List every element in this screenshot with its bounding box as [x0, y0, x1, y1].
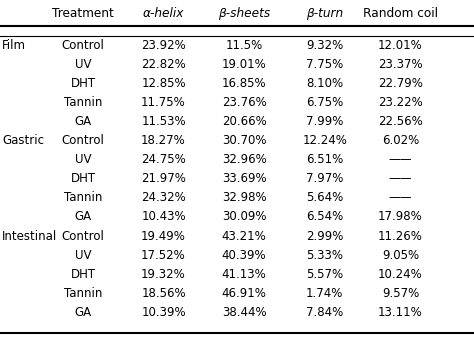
- Text: Treatment: Treatment: [52, 7, 114, 20]
- Text: 7.97%: 7.97%: [306, 172, 343, 185]
- Text: 11.26%: 11.26%: [378, 230, 423, 243]
- Text: 33.69%: 33.69%: [222, 172, 266, 185]
- Text: Tannin: Tannin: [64, 287, 102, 300]
- Text: 5.64%: 5.64%: [306, 191, 343, 204]
- Text: 9.32%: 9.32%: [306, 39, 343, 51]
- Text: ——: ——: [389, 153, 412, 166]
- Text: α-helix: α-helix: [143, 7, 184, 20]
- Text: 11.53%: 11.53%: [141, 115, 186, 128]
- Text: 10.24%: 10.24%: [378, 268, 423, 281]
- Text: UV: UV: [75, 58, 91, 71]
- Text: 43.21%: 43.21%: [222, 230, 266, 243]
- Text: 23.76%: 23.76%: [222, 96, 266, 109]
- Text: DHT: DHT: [70, 268, 96, 281]
- Text: 23.92%: 23.92%: [141, 39, 186, 51]
- Text: 19.49%: 19.49%: [141, 230, 186, 243]
- Text: 12.85%: 12.85%: [141, 77, 186, 90]
- Text: 7.99%: 7.99%: [306, 115, 343, 128]
- Text: 13.11%: 13.11%: [378, 306, 423, 319]
- Text: 6.51%: 6.51%: [306, 153, 343, 166]
- Text: 18.56%: 18.56%: [141, 287, 186, 300]
- Text: GA: GA: [74, 210, 91, 223]
- Text: 12.24%: 12.24%: [302, 134, 347, 147]
- Text: Control: Control: [62, 134, 104, 147]
- Text: 18.27%: 18.27%: [141, 134, 186, 147]
- Text: UV: UV: [75, 153, 91, 166]
- Text: 23.37%: 23.37%: [378, 58, 423, 71]
- Text: Random coil: Random coil: [363, 7, 438, 20]
- Text: 19.01%: 19.01%: [222, 58, 266, 71]
- Text: 20.66%: 20.66%: [222, 115, 266, 128]
- Text: 22.79%: 22.79%: [378, 77, 423, 90]
- Text: 46.91%: 46.91%: [222, 287, 266, 300]
- Text: Intestinal: Intestinal: [2, 230, 58, 243]
- Text: 30.70%: 30.70%: [222, 134, 266, 147]
- Text: GA: GA: [74, 115, 91, 128]
- Text: Control: Control: [62, 230, 104, 243]
- Text: DHT: DHT: [70, 172, 96, 185]
- Text: 32.98%: 32.98%: [222, 191, 266, 204]
- Text: 6.75%: 6.75%: [306, 96, 343, 109]
- Text: 24.75%: 24.75%: [141, 153, 186, 166]
- Text: Control: Control: [62, 39, 104, 51]
- Text: GA: GA: [74, 306, 91, 319]
- Text: 8.10%: 8.10%: [306, 77, 343, 90]
- Text: 6.02%: 6.02%: [382, 134, 419, 147]
- Text: 16.85%: 16.85%: [222, 77, 266, 90]
- Text: 30.09%: 30.09%: [222, 210, 266, 223]
- Text: ——: ——: [389, 172, 412, 185]
- Text: 6.54%: 6.54%: [306, 210, 343, 223]
- Text: 1.74%: 1.74%: [306, 287, 343, 300]
- Text: 22.82%: 22.82%: [141, 58, 186, 71]
- Text: Tannin: Tannin: [64, 96, 102, 109]
- Text: 19.32%: 19.32%: [141, 268, 186, 281]
- Text: β-turn: β-turn: [306, 7, 343, 20]
- Text: 5.57%: 5.57%: [306, 268, 343, 281]
- Text: 41.13%: 41.13%: [222, 268, 266, 281]
- Text: 2.99%: 2.99%: [306, 230, 343, 243]
- Text: 11.75%: 11.75%: [141, 96, 186, 109]
- Text: ——: ——: [389, 191, 412, 204]
- Text: UV: UV: [75, 249, 91, 262]
- Text: 17.52%: 17.52%: [141, 249, 186, 262]
- Text: 7.84%: 7.84%: [306, 306, 343, 319]
- Text: 24.32%: 24.32%: [141, 191, 186, 204]
- Text: 10.39%: 10.39%: [141, 306, 186, 319]
- Text: 32.96%: 32.96%: [222, 153, 266, 166]
- Text: 10.43%: 10.43%: [141, 210, 186, 223]
- Text: DHT: DHT: [70, 77, 96, 90]
- Text: 38.44%: 38.44%: [222, 306, 266, 319]
- Text: 9.57%: 9.57%: [382, 287, 419, 300]
- Text: 22.56%: 22.56%: [378, 115, 423, 128]
- Text: 23.22%: 23.22%: [378, 96, 423, 109]
- Text: 5.33%: 5.33%: [306, 249, 343, 262]
- Text: 7.75%: 7.75%: [306, 58, 343, 71]
- Text: Gastric: Gastric: [2, 134, 45, 147]
- Text: Tannin: Tannin: [64, 191, 102, 204]
- Text: 17.98%: 17.98%: [378, 210, 423, 223]
- Text: 12.01%: 12.01%: [378, 39, 423, 51]
- Text: Film: Film: [2, 39, 27, 51]
- Text: 9.05%: 9.05%: [382, 249, 419, 262]
- Text: 40.39%: 40.39%: [222, 249, 266, 262]
- Text: 21.97%: 21.97%: [141, 172, 186, 185]
- Text: 11.5%: 11.5%: [226, 39, 263, 51]
- Text: β-sheets: β-sheets: [218, 7, 270, 20]
